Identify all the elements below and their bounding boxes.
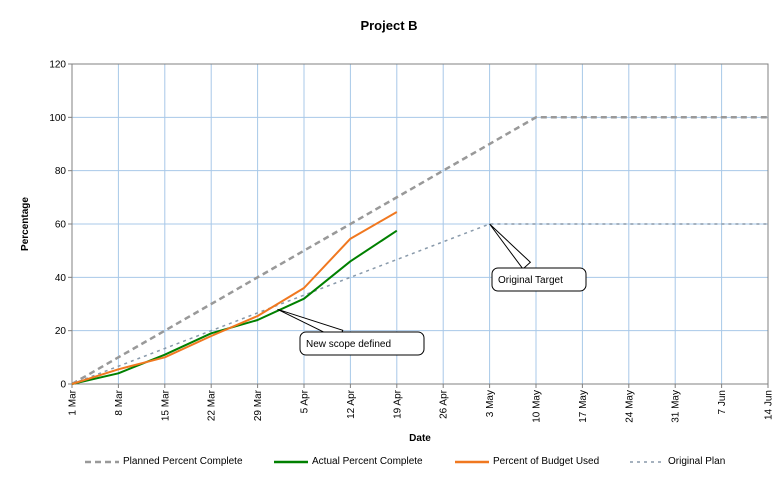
legend-label-original: Original Plan bbox=[668, 456, 726, 467]
series-line-planned-percent-complete bbox=[71, 116, 768, 386]
series-group bbox=[71, 116, 768, 386]
x-tick-label: 19 Apr bbox=[392, 389, 403, 419]
x-tick-label: 8 Mar bbox=[114, 389, 125, 415]
x-tick-label: 12 Apr bbox=[346, 389, 357, 419]
legend-label-budget: Percent of Budget Used bbox=[493, 456, 600, 467]
y-tick-label: 120 bbox=[49, 60, 66, 71]
series-line-original-plan bbox=[71, 223, 768, 385]
annotation-text: New scope defined bbox=[306, 339, 391, 350]
y-tick-label: 20 bbox=[55, 326, 67, 337]
legend-swatch-budget bbox=[455, 460, 489, 463]
x-tick-label: 22 Mar bbox=[207, 389, 218, 421]
legend-label-planned: Planned Percent Complete bbox=[123, 456, 243, 467]
y-tick-label: 0 bbox=[60, 380, 66, 391]
legend-swatch-original bbox=[630, 460, 664, 463]
series-line-actual-percent-complete bbox=[71, 229, 398, 385]
y-tick-label: 80 bbox=[55, 166, 67, 177]
x-tick-label: 17 May bbox=[578, 390, 589, 423]
x-tick-label: 3 May bbox=[485, 390, 496, 417]
x-tick-label: 29 Mar bbox=[253, 389, 264, 421]
legend-item-original: Original Plan bbox=[628, 456, 725, 467]
legend-item-budget: Percent of Budget Used bbox=[453, 456, 599, 467]
x-tick-label: 15 Mar bbox=[160, 389, 171, 421]
x-tick-label: 10 May bbox=[532, 390, 543, 423]
x-tick-label: 24 May bbox=[624, 390, 635, 423]
annotation-box bbox=[491, 267, 587, 292]
annotations-group: Original Target New scope defined bbox=[277, 223, 587, 356]
annotation-box bbox=[299, 331, 425, 356]
y-tick-label: 40 bbox=[55, 273, 67, 284]
legend-swatch-actual bbox=[274, 460, 308, 463]
x-tick-label: 7 Jun bbox=[717, 390, 728, 414]
annotation-text: Original Target bbox=[498, 275, 563, 286]
legend-item-actual: Actual Percent Complete bbox=[272, 456, 423, 467]
series-line-percent-of-budget-used bbox=[71, 211, 398, 385]
legend: Planned Percent Complete Actual Percent … bbox=[0, 456, 779, 474]
chart-title: Project B bbox=[360, 18, 417, 33]
x-tick-label: 14 Jun bbox=[764, 390, 775, 420]
y-axis-label: Percentage bbox=[20, 197, 31, 251]
annotation-pointer bbox=[489, 223, 532, 270]
y-tick-label: 60 bbox=[55, 220, 67, 231]
x-axis-ticks: 1 Mar 8 Mar 15 Mar 22 Mar 29 Mar 5 Apr 12 Apr 1… bbox=[68, 384, 775, 423]
x-tick-label: 31 May bbox=[671, 390, 682, 423]
legend-label-actual: Actual Percent Complete bbox=[312, 456, 423, 467]
legend-swatch-planned bbox=[85, 460, 119, 463]
x-tick-label: 5 Apr bbox=[300, 389, 311, 413]
y-tick-label: 100 bbox=[49, 113, 66, 124]
y-axis-ticks: 0 20 40 60 80 100 120 bbox=[49, 60, 72, 391]
x-tick-label: 1 Mar bbox=[68, 389, 79, 415]
legend-item-planned: Planned Percent Complete bbox=[83, 456, 243, 467]
x-tick-label: 26 Apr bbox=[439, 389, 450, 419]
x-axis-label: Date bbox=[409, 433, 431, 444]
